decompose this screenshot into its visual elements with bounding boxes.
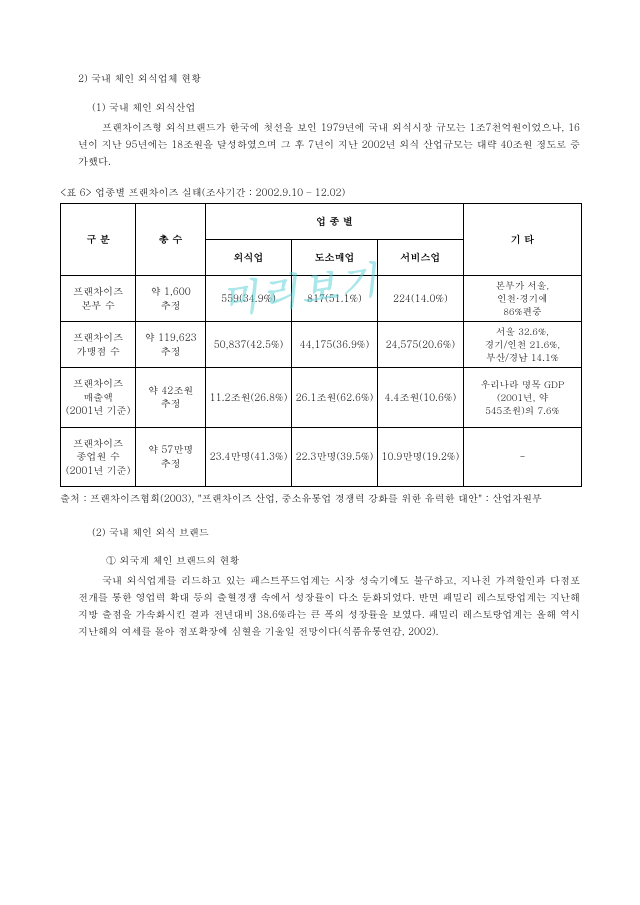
- table-source: 출처 : 프랜차이즈협회(2003), "프랜차이즈 산업, 중소유통업 경쟁력…: [60, 490, 580, 506]
- cell: 224(14.0%): [377, 276, 463, 322]
- cell: 약 119,623: [145, 330, 197, 344]
- row-label: 프랜차이즈: [73, 376, 123, 390]
- sub2-item-title: ① 외국계 체인 브랜드의 현황: [106, 552, 580, 569]
- sub2-title: (2) 국내 체인 외식 브랜드: [92, 524, 580, 541]
- table-row: 프랜차이즈 종업원 수 (2001년 기준) 약 57만명 추정 23.4만명(…: [61, 427, 582, 487]
- table-row: 프랜차이즈 가맹점 수 약 119,623 추정 50,837(42.5%) 4…: [61, 322, 582, 368]
- cell: 86%편중: [503, 304, 541, 318]
- cell: 추정: [161, 344, 181, 358]
- row-label: 종업원 수: [76, 449, 119, 463]
- row-label: 매출액: [83, 390, 113, 404]
- row-label: 프랜차이즈: [73, 330, 123, 344]
- row-label: 본부 수: [81, 298, 114, 312]
- row-label: 프랜차이즈: [73, 436, 123, 450]
- th-cat3: 서비스업: [377, 240, 463, 276]
- cell: 26.1조원(62.6%): [291, 368, 377, 428]
- th-total: 총 수: [136, 204, 206, 276]
- row-label: (2001년 기준): [66, 403, 131, 417]
- th-cat1: 외식업: [206, 240, 292, 276]
- cell: 22.3만명(39.5%): [291, 427, 377, 487]
- th-category-group: 업 종 별: [206, 204, 464, 240]
- cell: 약 42조원: [148, 383, 193, 397]
- th-cat2: 도소매업: [291, 240, 377, 276]
- heading-2: 2) 국내 체인 외식업체 현황: [78, 70, 580, 87]
- cell: 추정: [161, 298, 181, 312]
- table-row: 프랜차이즈 매출액 (2001년 기준) 약 42조원 추정 11.2조원(26…: [61, 368, 582, 428]
- cell: 24,575(20.6%): [377, 322, 463, 368]
- cell: 23.4만명(41.3%): [206, 427, 292, 487]
- row-label: (2001년 기준): [66, 463, 131, 477]
- th-notes: 기 타: [463, 204, 581, 276]
- sub2-paragraph: 국내 외식업계를 리드하고 있는 패스트푸드업계는 시장 성숙기에도 불구하고,…: [78, 572, 580, 640]
- table-caption: <표 6> 업종별 프랜차이즈 실태(조사기간 : 2002.9.10 – 12…: [60, 184, 580, 201]
- th-gubun: 구 분: [61, 204, 136, 276]
- cell: 559(34.9%): [206, 276, 292, 322]
- cell: 4.4조원(10.6%): [377, 368, 463, 428]
- cell: 추정: [161, 456, 181, 470]
- cell: 약 1,600: [151, 284, 191, 298]
- table-row: 프랜차이즈 본부 수 약 1,600 추정 559(34.9%) 817(51.…: [61, 276, 582, 322]
- row-label: 가맹점 수: [76, 344, 119, 358]
- cell: 11.2조원(26.8%): [206, 368, 292, 428]
- cell: 44,175(36.9%): [291, 322, 377, 368]
- cell: 추정: [161, 396, 181, 410]
- franchise-table: 구 분 총 수 업 종 별 기 타 외식업 도소매업 서비스업 프랜차이즈 본부…: [60, 203, 582, 487]
- cell: 545조원)의 7.6%: [485, 403, 559, 417]
- cell: 부산/경남 14.1%: [486, 350, 559, 364]
- cell: -: [519, 449, 525, 463]
- document-page: 2) 국내 체인 외식업체 현황 (1) 국내 체인 외식산업 프랜차이즈형 외…: [0, 0, 640, 683]
- cell: 50,837(42.5%): [206, 322, 292, 368]
- sub1-title: (1) 국내 체인 외식산업: [92, 99, 580, 116]
- row-label: 프랜차이즈: [73, 284, 123, 298]
- sub1-paragraph: 프랜차이즈형 외식브랜드가 한국에 첫선을 보인 1979년에 국내 외식시장 …: [78, 119, 580, 170]
- cell: 817(51.1%): [291, 276, 377, 322]
- cell: 10.9만명(19.2%): [377, 427, 463, 487]
- cell: 약 57만명: [148, 442, 193, 456]
